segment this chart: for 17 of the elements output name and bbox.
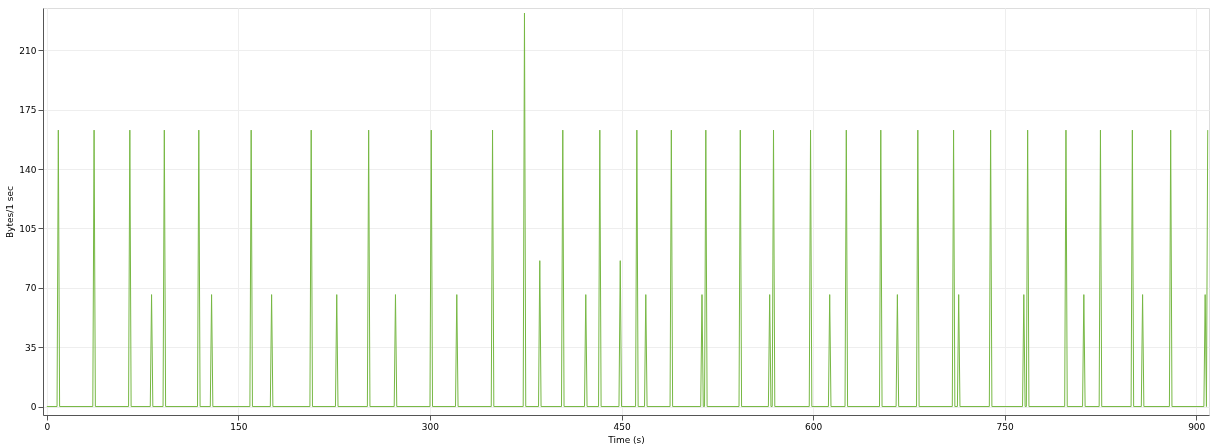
- x-tick-label: 600: [805, 421, 823, 432]
- y-tick-label: 210: [19, 45, 37, 56]
- x-tick-label: 300: [421, 421, 440, 432]
- y-tick-label: 70: [25, 283, 37, 294]
- y-axis-title: Bytes/1 sec: [5, 185, 16, 239]
- x-axis-title: Time (s): [607, 434, 645, 445]
- y-tick-label: 0: [30, 402, 37, 413]
- x-tick-label: 0: [44, 421, 51, 432]
- y-tick-label: 105: [19, 223, 37, 234]
- x-tick-label: 750: [996, 421, 1015, 432]
- y-tick-label: 35: [25, 342, 37, 353]
- x-tick-label: 900: [1188, 421, 1206, 432]
- y-tick-label: 175: [19, 105, 37, 116]
- line-series: [46, 12, 1209, 408]
- y-tick-label: 140: [19, 164, 37, 175]
- x-tick-label: 150: [230, 421, 248, 432]
- x-tick-label: 450: [613, 421, 631, 432]
